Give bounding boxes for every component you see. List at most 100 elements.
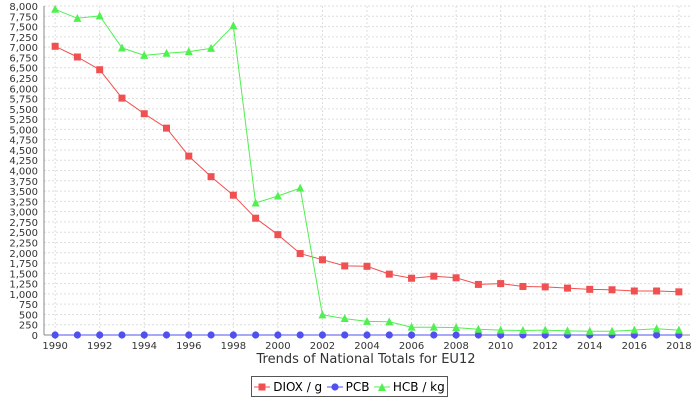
y-tick-label: 1,750 — [9, 259, 38, 270]
data-point-diox — [73, 53, 81, 61]
data-point-pcb — [162, 331, 171, 339]
data-point-diox — [408, 274, 416, 282]
data-point-diox — [541, 283, 549, 291]
y-tick-label: 1,250 — [9, 280, 38, 291]
data-point-hcb — [407, 322, 416, 331]
y-tick-label: 2,750 — [9, 218, 38, 229]
y-tick-label: 5,750 — [9, 95, 38, 106]
x-tick-label: 2000 — [265, 341, 290, 352]
legend-swatch-square-icon — [254, 383, 271, 390]
data-point-hcb — [363, 316, 371, 325]
y-tick-label: 5,250 — [9, 115, 38, 126]
data-point-pcb — [341, 331, 349, 339]
y-tick-label: 4,750 — [9, 136, 38, 147]
data-point-diox — [229, 191, 237, 199]
data-point-diox — [675, 288, 683, 296]
data-point-diox — [363, 262, 371, 270]
data-point-diox — [341, 262, 349, 270]
data-point-diox — [296, 250, 304, 258]
data-point-hcb — [207, 43, 216, 52]
data-point-hcb — [273, 191, 282, 200]
data-point-hcb — [251, 198, 260, 207]
y-tick-label: 750 — [19, 300, 38, 311]
data-point-pcb — [430, 331, 438, 339]
data-point-hcb — [51, 4, 60, 13]
data-point-hcb — [95, 11, 104, 20]
data-point-diox — [430, 272, 438, 280]
data-point-pcb — [185, 331, 193, 339]
grid-lines — [44, 5, 690, 335]
data-point-hcb — [318, 310, 327, 319]
y-tick-label: 5,500 — [9, 105, 38, 116]
series-layer — [51, 4, 683, 339]
data-point-diox — [519, 282, 527, 290]
data-point-hcb — [184, 47, 193, 56]
data-point-diox — [252, 214, 260, 222]
data-point-hcb — [340, 314, 349, 323]
data-point-diox — [163, 124, 171, 132]
data-point-hcb — [452, 323, 461, 332]
data-point-pcb — [474, 331, 482, 339]
data-point-hcb — [140, 50, 149, 59]
data-point-hcb — [117, 43, 126, 52]
data-point-pcb — [207, 331, 215, 339]
y-tick-label: 3,250 — [9, 197, 38, 208]
y-tick-label: 7,500 — [9, 23, 38, 34]
y-tick-label: 0 — [32, 331, 38, 342]
data-point-hcb — [630, 325, 639, 334]
data-point-hcb — [429, 322, 438, 331]
data-point-diox — [185, 152, 193, 160]
data-point-hcb — [73, 13, 82, 22]
x-tick-label: 1998 — [221, 341, 246, 352]
x-tick-label: 2002 — [310, 341, 335, 352]
x-tick-label: 2006 — [399, 341, 424, 352]
x-tick-label: 1990 — [42, 341, 67, 352]
y-tick-label: 2,250 — [9, 238, 38, 249]
y-tick-label: 4,250 — [9, 156, 38, 167]
x-tick-label: 1994 — [132, 341, 157, 352]
data-point-diox — [452, 274, 460, 282]
x-tick-label: 2012 — [532, 341, 557, 352]
data-point-pcb — [407, 331, 416, 339]
data-point-hcb — [229, 21, 238, 30]
y-tick-label: 6,500 — [9, 64, 38, 75]
x-tick-label: 2014 — [577, 341, 602, 352]
y-tick-label: 7,000 — [9, 43, 38, 54]
y-tick-label: 6,250 — [9, 74, 38, 85]
data-point-diox — [497, 280, 505, 288]
data-point-pcb — [318, 331, 327, 339]
x-tick-label: 2018 — [666, 341, 691, 352]
y-tick-label: 6,000 — [9, 84, 38, 95]
data-point-pcb — [229, 331, 237, 339]
data-point-diox — [586, 285, 594, 293]
y-tick-label: 8,000 — [9, 2, 38, 13]
x-tick-label: 1996 — [176, 341, 201, 352]
y-tick-label: 4,000 — [9, 167, 38, 178]
data-point-diox — [563, 284, 571, 292]
legend-swatch-circle-icon — [326, 382, 343, 391]
y-tick-label: 2,500 — [9, 228, 38, 239]
data-point-hcb — [385, 317, 394, 326]
legend-swatch-triangle-icon — [373, 382, 390, 391]
data-point-diox — [474, 280, 482, 288]
x-tick-label: 2016 — [622, 341, 647, 352]
data-point-diox — [608, 286, 616, 294]
data-point-hcb — [585, 326, 594, 335]
legend-label-hcb: HCB / kg — [392, 379, 445, 394]
data-point-hcb — [563, 326, 572, 335]
data-point-hcb — [674, 325, 683, 334]
data-point-pcb — [274, 331, 282, 339]
y-tick-label: 7,250 — [9, 33, 38, 44]
data-point-hcb — [608, 326, 617, 335]
data-point-pcb — [96, 331, 104, 339]
data-point-diox — [140, 110, 148, 118]
data-point-pcb — [140, 331, 148, 339]
data-point-diox — [96, 66, 104, 74]
data-point-hcb — [496, 325, 505, 334]
data-point-diox — [274, 231, 282, 239]
data-point-pcb — [363, 331, 371, 339]
x-axis-title: Trends of National Totals for EU12 — [256, 352, 476, 367]
data-point-pcb — [652, 331, 661, 339]
data-point-hcb — [518, 325, 527, 334]
y-tick-label: 3,750 — [9, 177, 38, 188]
